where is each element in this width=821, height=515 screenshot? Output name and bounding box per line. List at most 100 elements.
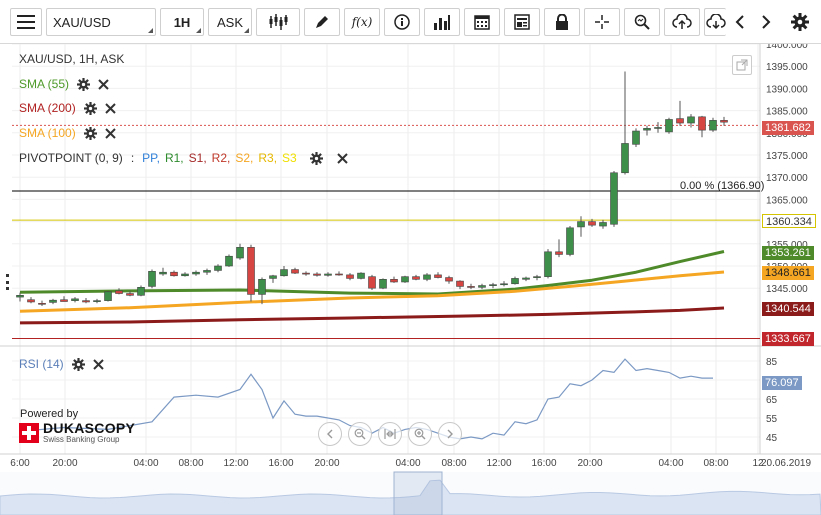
candlestick-icon — [269, 14, 288, 30]
hamburger-icon — [17, 15, 35, 29]
sma100-settings[interactable] — [83, 126, 97, 140]
pivot-items: PP, R1, S1, R2, S2, R3, S3 — [142, 151, 302, 165]
rsi-tick-label: 85 — [766, 357, 778, 368]
candle-body — [478, 285, 486, 288]
candle-body — [115, 290, 123, 294]
y-tick-label: 1375.000 — [766, 151, 808, 162]
symbol-select[interactable]: XAU/USD — [46, 8, 156, 36]
candle-body — [379, 279, 387, 289]
nav-back-button[interactable] — [318, 422, 342, 446]
sma-line — [19, 270, 725, 313]
gear-icon — [83, 126, 97, 140]
navigator-area — [0, 479, 821, 515]
nav-zoom-in-button[interactable] — [408, 422, 432, 446]
draw-tools-button[interactable] — [304, 8, 340, 36]
candle-body — [346, 274, 354, 279]
candle-body — [522, 277, 530, 280]
powered-by: Powered by — [20, 408, 79, 420]
chart-type-button[interactable] — [256, 8, 300, 36]
chevron-right-icon — [447, 429, 453, 439]
candle-body — [269, 275, 277, 279]
indicators-button[interactable]: f(x) — [344, 8, 380, 36]
gear-icon — [83, 101, 97, 115]
rsi-tick-label: 65 — [766, 395, 778, 406]
legend-sma55: SMA (55) — [19, 77, 109, 91]
candle-body — [368, 276, 376, 289]
side-select[interactable]: ASK — [208, 8, 252, 36]
sma55-settings[interactable] — [77, 77, 91, 91]
scroll-right-button[interactable] — [754, 8, 778, 36]
scroll-left-button[interactable] — [728, 8, 752, 36]
y-tick-label: 1395.000 — [766, 62, 808, 73]
y-tick-label: 1365.000 — [766, 195, 808, 206]
sma200-settings[interactable] — [83, 101, 97, 115]
pencil-icon — [316, 16, 328, 28]
fib-label: 0.00 % (1366.90) — [680, 180, 765, 192]
document-icon — [514, 14, 530, 30]
timeframe-value: 1H — [173, 14, 191, 30]
x-tick-label: 04:00 — [133, 458, 158, 469]
download-button[interactable] — [704, 8, 726, 36]
candle-body — [643, 128, 651, 131]
menu-button[interactable] — [10, 8, 42, 36]
pane-resize-handle[interactable] — [6, 274, 9, 290]
chevron-left-icon — [735, 15, 744, 29]
nav-forward-button[interactable] — [438, 422, 462, 446]
nav-zoom-out-button[interactable] — [348, 422, 372, 446]
timeframe-select[interactable]: 1H — [160, 8, 204, 36]
side-value: ASK — [216, 14, 243, 30]
close-icon — [92, 358, 104, 370]
candle-body — [566, 227, 574, 255]
y-tick-label: 1390.000 — [766, 84, 808, 95]
price-tag-low: 1340.544 — [762, 302, 814, 316]
price-tag-sma55: 1353.261 — [762, 246, 814, 260]
lock-button[interactable] — [544, 8, 580, 36]
rsi-remove[interactable] — [92, 358, 104, 370]
candle-body — [27, 299, 35, 303]
info-button[interactable] — [384, 8, 420, 36]
sma200-label: SMA (200) — [19, 101, 76, 115]
pivot-item: S2, — [235, 151, 254, 165]
price-chart[interactable]: 1400.0001395.0001390.0001385.0001380.000… — [0, 44, 821, 515]
navigator — [0, 471, 821, 515]
expand-button[interactable] — [732, 55, 752, 75]
candle-body — [588, 221, 596, 226]
settings-button[interactable] — [786, 8, 814, 36]
y-tick-label: 1385.000 — [766, 107, 808, 118]
pivot-remove[interactable] — [337, 152, 348, 164]
price-tag-sma200: 1360.334 — [762, 214, 816, 228]
legend-rsi: RSI (14) — [19, 357, 104, 371]
symbol-value: XAU/USD — [53, 14, 111, 30]
calendar-button[interactable] — [464, 8, 500, 36]
swiss-flag-icon — [19, 422, 39, 443]
volume-button[interactable] — [424, 8, 460, 36]
candle-body — [335, 273, 343, 276]
candle-body — [93, 300, 101, 302]
pivot-settings[interactable] — [309, 151, 323, 165]
x-tick-label: 16:00 — [531, 458, 556, 469]
news-button[interactable] — [504, 8, 540, 36]
rsi-settings[interactable] — [71, 357, 85, 371]
brand-name: DUKASCOPY — [43, 420, 136, 436]
sma100-remove[interactable] — [104, 127, 116, 139]
candle-body — [555, 251, 563, 255]
zoom-button[interactable] — [624, 8, 660, 36]
nav-reset-button[interactable] — [378, 422, 402, 446]
candle-body — [390, 279, 398, 283]
candle-body — [445, 277, 453, 282]
cloud-download-icon — [705, 14, 726, 30]
rsi-label: RSI (14) — [19, 357, 64, 371]
x-tick-label: 12:00 — [223, 458, 248, 469]
pivot-item: R1, — [164, 151, 184, 165]
lock-icon — [556, 14, 568, 30]
candle-body — [511, 278, 519, 285]
toolbar: XAU/USD 1H ASK f(x) — [0, 0, 821, 44]
crosshair-button[interactable] — [584, 8, 620, 36]
legend-sma200: SMA (200) — [19, 101, 116, 115]
sma200-remove[interactable] — [104, 102, 116, 114]
upload-button[interactable] — [664, 8, 700, 36]
candle-body — [16, 295, 24, 298]
sma55-remove[interactable] — [98, 78, 109, 90]
candle-body — [181, 273, 189, 277]
sma55-label: SMA (55) — [19, 77, 70, 91]
